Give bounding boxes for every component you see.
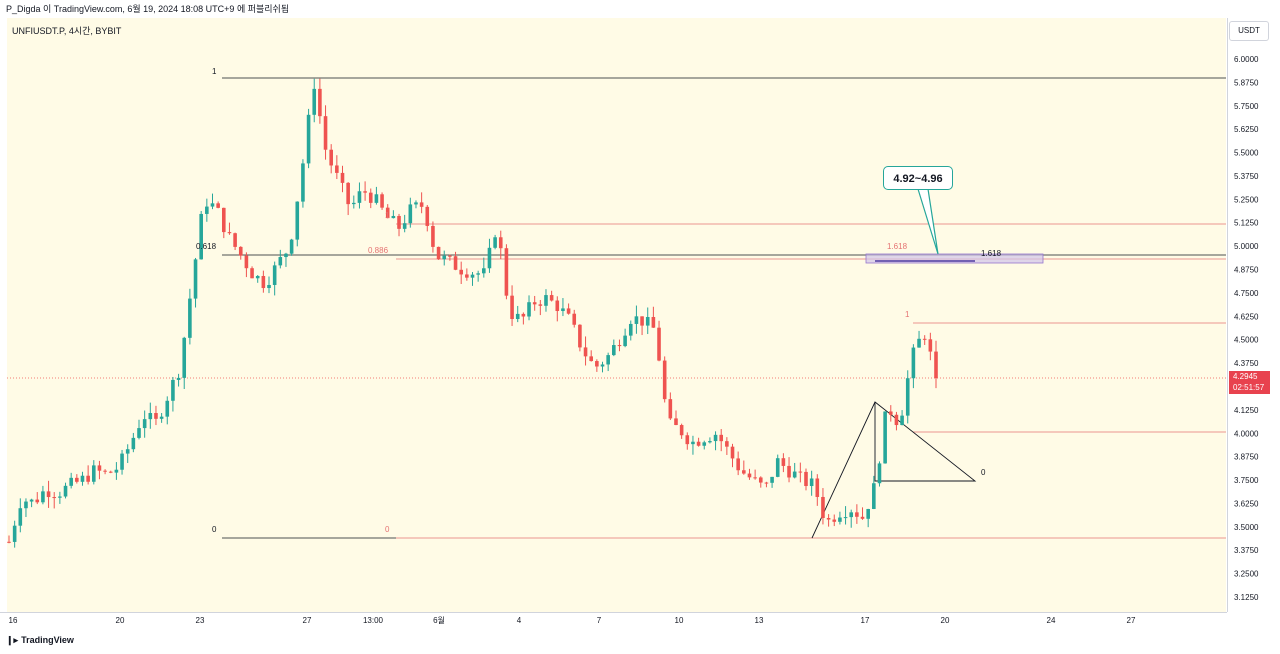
tradingview-logo[interactable]: ❙▸ TradingView (6, 635, 74, 646)
tradingview-icon: ❙▸ (6, 635, 19, 645)
last-price-tag: 4.2945 02:51:57 (1229, 371, 1270, 394)
symbol-legend: UNFIUSDT.P, 4시간, BYBIT (12, 26, 122, 36)
chart-plot-area[interactable] (7, 18, 1226, 612)
time-axis[interactable] (0, 612, 1227, 631)
publish-info: P_Digda 이 TradingView.com, 6월 19, 2024 1… (0, 0, 1280, 18)
last-price-value: 4.2945 (1233, 372, 1258, 381)
bar-countdown: 02:51:57 (1233, 383, 1265, 392)
tradingview-brand: TradingView (21, 635, 74, 645)
price-axis[interactable] (1227, 18, 1280, 612)
target-callout[interactable]: 4.92~4.96 (883, 166, 953, 190)
currency-button[interactable]: USDT (1229, 21, 1269, 41)
